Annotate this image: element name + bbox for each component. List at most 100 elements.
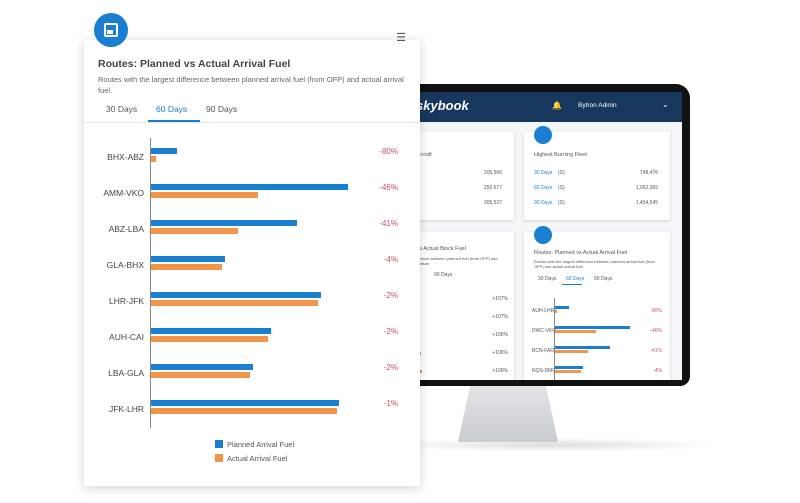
clipboard-icon — [534, 226, 552, 244]
fleet-card: Highest Burning Fleet 30 Days (S) 748,476 6… — [524, 126, 670, 220]
diff-label: +107% — [492, 314, 508, 320]
tab[interactable]: 90 Days — [434, 272, 453, 278]
diff-label: -2% — [383, 327, 398, 336]
category-label: ABZ-LBA — [108, 224, 144, 234]
row-unit: (S) — [558, 170, 565, 176]
period-link[interactable]: 60 Days — [534, 185, 553, 191]
row-value: 1,454,545 — [635, 200, 658, 206]
card-title: Highest Burning Fleet — [534, 152, 587, 158]
legend-swatch — [215, 454, 223, 462]
clipboard-icon — [94, 13, 128, 47]
diff-label: -1% — [383, 399, 398, 408]
bar-planned — [151, 184, 348, 190]
bar-actual — [151, 192, 258, 198]
logo: skybook — [416, 98, 469, 113]
monitor: skybook 🔔 Bytron Admin ⌄ g Aircraft S205… — [406, 84, 690, 386]
bar-planned — [151, 148, 177, 154]
bar-planned — [555, 326, 630, 329]
tab-30-days[interactable]: 30 Days — [106, 104, 138, 114]
bar-actual — [555, 370, 581, 373]
tab[interactable]: 60 Days — [566, 276, 585, 282]
diff-label: -2% — [383, 291, 398, 300]
row-value: 250,677 — [483, 185, 502, 191]
category-label: GLA-BHX — [106, 260, 144, 270]
active-tab-indicator — [148, 120, 200, 122]
card-subtitle: Routes with the largest difference betwe… — [98, 75, 404, 95]
bar-actual — [555, 310, 557, 313]
diff-label: -4% — [383, 255, 398, 264]
row-unit: (S) — [558, 200, 565, 206]
diff-label: -80% — [650, 308, 662, 314]
diff-label: -2% — [383, 363, 398, 372]
app-header: skybook 🔔 Bytron Admin ⌄ — [412, 92, 682, 122]
diff-label: -41% — [379, 219, 398, 228]
bar-actual — [555, 330, 596, 333]
row-value: 205,566 — [483, 170, 502, 176]
row-value: 1,062,365 — [635, 185, 658, 191]
category-label: AUH-CAI — [109, 332, 144, 342]
category-label: JFK-LHR — [109, 404, 144, 414]
category-label: AMM-VKO — [103, 188, 144, 198]
bar-actual — [151, 228, 238, 234]
plane-icon — [534, 126, 552, 144]
tab-60-days[interactable]: 60 Days — [156, 104, 188, 114]
aircraft-card: g Aircraft S205,566S250,677S305,537 — [412, 132, 514, 220]
row-unit: (S) — [558, 185, 565, 191]
list-icon[interactable]: ☰ — [396, 32, 406, 44]
y-axis — [150, 138, 151, 428]
y-axis — [554, 298, 555, 380]
monitor-screen: skybook 🔔 Bytron Admin ⌄ g Aircraft S205… — [412, 92, 682, 380]
diff-label: +107% — [492, 296, 508, 302]
legend-swatch — [215, 440, 223, 448]
bar-planned — [555, 306, 569, 309]
row-value: 748,476 — [639, 170, 658, 176]
bar-actual — [151, 336, 268, 342]
bar-actual — [151, 408, 337, 414]
arrival-fuel-card: Routes: Planned vs Actual Arrival Fuel R… — [524, 226, 670, 380]
diff-label: -80% — [379, 147, 398, 156]
diff-label: -41% — [650, 348, 662, 354]
user-name[interactable]: Bytron Admin — [578, 102, 617, 109]
category-label: BHX-ABZ — [107, 152, 144, 162]
category-label: BCN-FAO — [532, 348, 555, 354]
bar-planned — [151, 292, 321, 298]
bar-planned — [151, 220, 297, 226]
card-subtitle: Routes with the largest difference betwe… — [534, 259, 655, 269]
arrival-fuel-card-large: ☰ Routes: Planned vs Actual Arrival Fuel… — [84, 32, 420, 486]
period-link[interactable]: 90 Days — [534, 200, 553, 206]
row-value: 305,537 — [483, 200, 502, 206]
period-link[interactable]: 30 Days — [534, 170, 553, 176]
tab[interactable]: 90 Days — [594, 276, 613, 282]
card-title: Routes: Planned vs Actual Arrival Fuel — [534, 250, 628, 256]
diff-label: +106% — [492, 332, 508, 338]
bar-planned — [151, 400, 339, 406]
block-fuel-card: d vs Actual Block Fuel difference betwee… — [412, 232, 514, 380]
diff-label: +106% — [492, 350, 508, 356]
bell-icon[interactable]: 🔔 — [552, 101, 562, 110]
tab-divider — [84, 122, 420, 123]
bar-planned — [151, 328, 271, 334]
category-label: LHR-JFK — [109, 296, 144, 306]
bar-actual — [555, 350, 588, 353]
diff-label: -46% — [379, 183, 398, 192]
legend-label: Actual Arrival Fuel — [227, 454, 288, 463]
bar-planned — [151, 364, 253, 370]
active-tab-indicator — [562, 284, 582, 285]
category-label: LBA-GLA — [108, 368, 144, 378]
bar-planned — [555, 366, 583, 369]
chevron-down-icon[interactable]: ⌄ — [662, 100, 669, 109]
card-title: d vs Actual Block Fuel — [412, 246, 466, 252]
card-subtitle: difference between planned fuel (from OF… — [412, 256, 498, 266]
tab-90-days[interactable]: 90 Days — [206, 104, 238, 114]
monitor-stand — [458, 386, 558, 442]
bar-planned — [555, 346, 610, 349]
category-label: DWC-VKO — [532, 328, 557, 334]
category-label: NQS-DMC — [532, 368, 556, 374]
category-label: AUH-LHR — [532, 308, 555, 314]
bar-actual — [151, 300, 318, 306]
diff-label: -46% — [650, 328, 662, 334]
legend-label: Planned Arrival Fuel — [227, 440, 295, 449]
bar-actual — [151, 156, 156, 162]
bar-actual — [151, 372, 250, 378]
tab[interactable]: 30 Days — [538, 276, 557, 282]
